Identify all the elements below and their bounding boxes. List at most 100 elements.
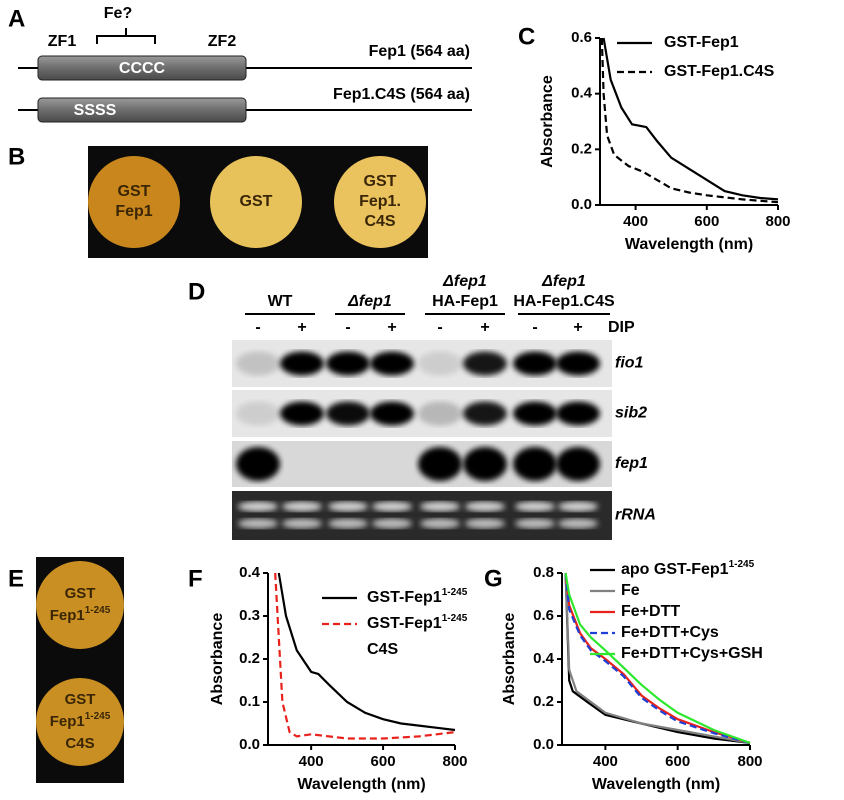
band <box>418 351 462 376</box>
lane-label: - <box>255 319 260 336</box>
legend-label: apo GST-Fep11-245 <box>621 559 755 578</box>
series-line <box>564 572 751 744</box>
strain-label: HA-Fep1 <box>432 293 498 310</box>
series-line <box>277 572 456 732</box>
panel-label: D <box>188 278 205 305</box>
domain-box <box>37 97 247 123</box>
y-tick-label: 0.2 <box>533 693 554 710</box>
lane-label: + <box>387 319 396 336</box>
blot-strip <box>232 491 612 540</box>
legend-label: Fe+DTT+Cys+GSH <box>621 645 763 662</box>
lane-label: + <box>573 319 582 336</box>
legend-name: GST-Fep1 <box>367 615 442 632</box>
band <box>556 351 600 376</box>
series-line <box>274 572 456 740</box>
band <box>418 447 462 481</box>
y-tick-label: 0.2 <box>571 140 592 157</box>
band <box>513 401 557 426</box>
band <box>465 518 505 529</box>
band <box>370 401 414 426</box>
series-line <box>602 37 779 201</box>
spot-label-text: C4S <box>65 735 94 752</box>
band <box>513 351 557 376</box>
gene-label: fep1 <box>615 455 648 472</box>
y-tick-label: 0.4 <box>533 650 555 667</box>
series-line <box>564 572 751 744</box>
band <box>372 501 412 512</box>
legend-name: Fe+DTT+Cys <box>621 624 719 641</box>
spot-photo: GST Fep1 GST GST Fep1. C4S <box>88 156 426 248</box>
band <box>463 401 507 426</box>
y-tick-label: 0.6 <box>571 29 592 46</box>
spot-label: GST <box>65 585 96 602</box>
gene-label: rRNA <box>615 507 656 524</box>
series-line <box>564 572 751 744</box>
band <box>465 501 505 512</box>
x-tick-label: 600 <box>694 213 719 230</box>
x-tick-label: 600 <box>371 753 396 770</box>
lane-label: + <box>297 319 306 336</box>
spot-label: C4S <box>65 735 94 752</box>
panel-label: C <box>518 23 535 50</box>
gene-label: sib2 <box>615 405 647 422</box>
x-tick-label: 400 <box>623 213 648 230</box>
y-tick-label: 0.1 <box>239 693 260 710</box>
x-tick-label: 800 <box>737 753 762 770</box>
panel-label: F <box>188 565 203 592</box>
band <box>463 447 507 481</box>
superscript: 1-245 <box>729 559 755 570</box>
y-tick-label: 0.8 <box>533 564 554 581</box>
band <box>280 401 324 426</box>
x-axis-title: Wavelength (nm) <box>297 776 425 793</box>
strain-label: Δfep1 <box>347 293 392 310</box>
legend-label: GST-Fep1.C4S <box>664 63 775 80</box>
legend-label: Fe+DTT <box>621 603 680 620</box>
y-tick-label: 0.4 <box>571 85 593 102</box>
band <box>280 351 324 376</box>
y-tick-label: 0.0 <box>533 736 554 753</box>
x-axis-title: Wavelength (nm) <box>592 776 720 793</box>
band <box>515 501 555 512</box>
lane-label: - <box>437 319 442 336</box>
legend-name: apo GST-Fep1 <box>621 561 729 578</box>
band <box>236 351 280 376</box>
x-tick-label: 600 <box>665 753 690 770</box>
domain-box <box>37 55 247 81</box>
strain-label: HA-Fep1.C4S <box>513 293 615 310</box>
lane-label: - <box>532 319 537 336</box>
panel-label: A <box>8 5 25 32</box>
panel-label: B <box>8 143 25 170</box>
fe-label: Fe? <box>104 5 132 22</box>
panel-label: G <box>484 565 503 592</box>
band <box>328 501 368 512</box>
band <box>236 401 280 426</box>
band <box>236 447 280 481</box>
band <box>420 501 460 512</box>
band <box>513 447 557 481</box>
legend-label: C4S <box>367 641 398 658</box>
domain-diagram: Fe? ZF1 ZF2 CCCC Fep1 (564 aa) SSSS Fep1… <box>18 5 472 123</box>
band <box>238 518 278 529</box>
legend-label: Fe <box>621 582 640 599</box>
y-tick-label: 0.0 <box>239 736 260 753</box>
y-tick-label: 0.3 <box>239 607 260 624</box>
band <box>326 351 370 376</box>
y-tick-label: 0.2 <box>239 650 260 667</box>
legend-name: Fe+DTT+Cys+GSH <box>621 645 763 662</box>
band <box>515 518 555 529</box>
spot <box>88 156 180 248</box>
protein-label: Fep1 (564 aa) <box>369 43 470 60</box>
x-tick-label: 800 <box>765 213 790 230</box>
band <box>326 401 370 426</box>
treatment-label: DIP <box>608 319 635 336</box>
band <box>420 518 460 529</box>
spot-label: GST <box>118 183 151 200</box>
strain-label: Δfep1 <box>442 273 487 290</box>
spot <box>36 678 124 766</box>
band <box>463 351 507 376</box>
spot-label-text: Fep1 <box>50 607 85 624</box>
band <box>372 518 412 529</box>
spot-label: Fep1. <box>359 193 401 210</box>
spot <box>334 156 426 248</box>
